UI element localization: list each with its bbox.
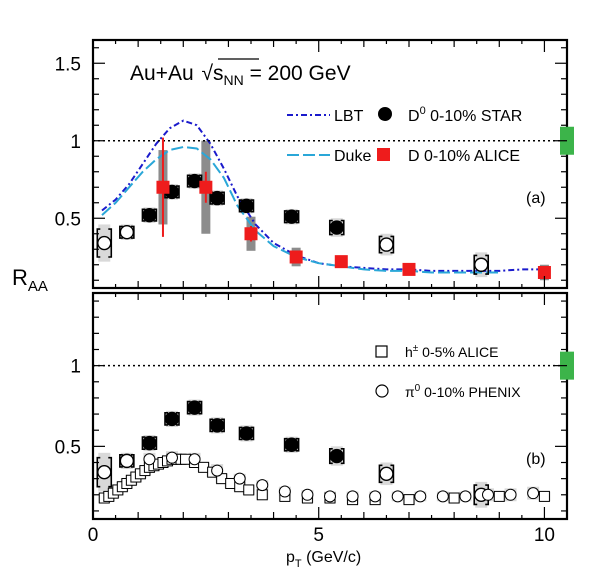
phenix-pi0-point — [143, 453, 156, 466]
y-tick-label-b: 0.5 — [55, 437, 81, 458]
phenix-pi0-point — [369, 490, 382, 503]
x-tick-label: 10 — [534, 525, 555, 546]
star-d0-point-a — [239, 198, 254, 214]
legend-duke-label: Duke — [334, 148, 371, 165]
model-curves — [101, 119, 545, 274]
star-d0-point-b — [97, 464, 112, 480]
legend-panel-a: LBT D0 0-10% STAR Duke D 0-10% ALICE — [287, 105, 522, 165]
star-d0-point-b — [119, 453, 135, 469]
star-d0-point-a — [119, 224, 135, 240]
alice-d-point — [199, 180, 213, 194]
y-tick-label-b: 1 — [70, 357, 81, 378]
star-d0-point-b — [187, 400, 202, 415]
star-d0-point-a — [379, 237, 394, 252]
alice-d-point — [402, 262, 416, 276]
phenix-pi0-point — [527, 487, 540, 500]
alice-h-point — [538, 490, 550, 502]
x-tick-label: 5 — [313, 525, 324, 546]
collision-annotation: Au+Au √sNN = 200 GeV — [130, 62, 351, 88]
alice-h-point — [448, 492, 460, 504]
y-tick-label-a: 1 — [70, 132, 81, 153]
star-d0-point-a — [284, 209, 299, 224]
legend-alice-h-marker — [375, 345, 388, 358]
legend-phenix-pi0-label: π0 0-10% PHENIX — [405, 383, 521, 400]
star-d0-point-a — [474, 257, 489, 272]
phenix-pi0-point — [436, 490, 449, 503]
phenix-pi0-point — [166, 451, 178, 464]
axis-tick-labels: 0.511.50.510 5 10 — [55, 54, 555, 546]
legend-panel-b: h± 0-5% ALICE π0 0-10% PHENIX — [375, 343, 521, 400]
alice-h-point — [198, 461, 210, 473]
x-tick-label: 0 — [88, 525, 99, 546]
phenix-pi0-point — [256, 479, 269, 492]
legend-star-d0-marker — [378, 107, 392, 121]
star-d0-point-a — [97, 235, 112, 251]
phenix-pi0-point — [211, 464, 224, 477]
y-tick-label-a: 0.5 — [55, 209, 81, 230]
star-d0-point-a — [142, 207, 157, 223]
alice-h-point — [256, 489, 268, 501]
star-d0-point-a — [209, 190, 225, 206]
alice-d-point — [537, 266, 551, 279]
phenix-pi0-point — [301, 488, 314, 501]
unity-reference-lines — [93, 126, 574, 380]
y-tick-label-a: 1.5 — [55, 54, 81, 75]
legend-lbt-label: LBT — [334, 108, 364, 125]
legend-alice-d-marker — [377, 148, 390, 161]
panel-a-frame — [91, 38, 569, 290]
alice-d-point — [289, 250, 303, 264]
star-d0-point-a — [329, 220, 344, 235]
star-d0-point-b — [142, 435, 157, 451]
phenix-pi0-point — [482, 488, 494, 501]
x-axis-title: pT (GeV/c) — [286, 549, 361, 570]
legend-alice-d-label: D 0-10% ALICE — [408, 148, 520, 165]
phenix-pi0-point — [188, 453, 201, 466]
panel-b-frame — [91, 291, 569, 521]
phenix-pi0-point — [346, 490, 359, 503]
phenix-pi0-point — [324, 490, 336, 503]
legend-phenix-pi0-marker — [375, 384, 389, 398]
star-d0-point-b — [379, 466, 394, 481]
phenix-pi0-point — [233, 472, 246, 485]
star-d0-point-b — [284, 437, 299, 452]
alice-h-point — [243, 484, 255, 496]
phenix-pi0-point — [504, 488, 517, 501]
phenix-pi0-point — [278, 485, 291, 498]
star-d0-point-b — [329, 448, 344, 464]
alice-d-point — [156, 180, 170, 194]
legend-alice-h-label: h± 0-5% ALICE — [405, 343, 498, 360]
star-d0-point-b — [239, 426, 254, 441]
panel-b-label: (b) — [526, 451, 546, 468]
data-points — [96, 137, 551, 506]
star-d0-point-a — [187, 173, 202, 189]
panel-a-label: (a) — [526, 190, 546, 207]
phenix-pi0-point — [459, 490, 472, 503]
lbt-curve — [101, 119, 545, 272]
phenix-pi0-point — [414, 490, 427, 503]
star-d0-point-b — [164, 411, 180, 427]
duke-curve — [101, 145, 500, 274]
y-axis-title: RAA — [12, 265, 48, 295]
star-d0-point-b — [209, 418, 225, 433]
alice-d-point — [334, 255, 348, 269]
axis-ticks — [92, 40, 567, 519]
alice-h-point — [403, 494, 415, 506]
phenix-pi0-point — [391, 490, 404, 503]
alice-d-point — [244, 227, 258, 241]
alice-h-point — [493, 490, 505, 502]
legend-star-d0-label: D0 0-10% STAR — [408, 105, 522, 125]
